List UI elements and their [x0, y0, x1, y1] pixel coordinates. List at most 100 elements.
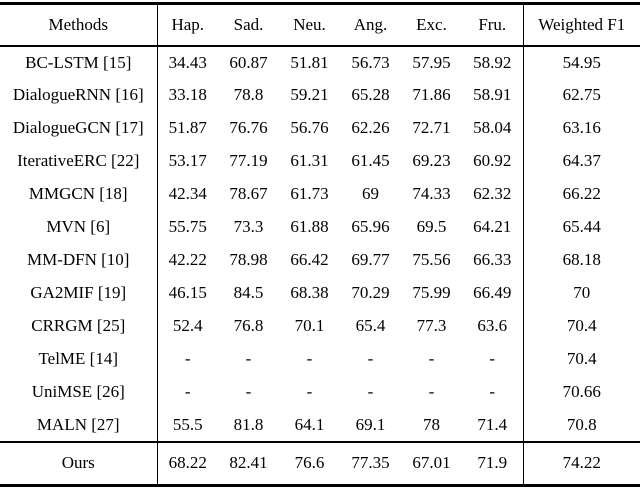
value-cell: 64.1	[294, 414, 325, 434]
ours-row: Ours 68.22 82.41 76.6 77.35 67.01 71.9 74.22	[0, 441, 640, 486]
table-row: IterativeERC [22] 53.17 77.19 61.31 61.45 69.…	[0, 144, 640, 178]
value-cell: 71.4	[462, 408, 524, 442]
value-cell: -	[184, 349, 191, 368]
method-cell: BC-LSTM [15]	[0, 45, 158, 79]
value-cell: 69.23	[412, 151, 451, 170]
value-cell: -	[462, 375, 524, 409]
value-cell: 65.4	[355, 316, 386, 335]
value-cell: 67.01	[412, 453, 451, 473]
weighted-f1-cell: 70.66	[562, 382, 601, 401]
value-cell: 71.9	[462, 441, 524, 486]
value-cell: 66.49	[462, 276, 524, 310]
value-cell: 78.8	[233, 85, 264, 104]
method-cell: MMGCN [18]	[0, 177, 158, 211]
weighted-f1-cell: 74.22	[562, 453, 601, 473]
value-cell: 82.41	[229, 453, 268, 473]
value-cell: -	[245, 349, 252, 368]
column-header-sad: Sad.	[233, 14, 264, 34]
column-header-exc: Exc.	[416, 14, 447, 34]
method-cell: DialogueGCN [17]	[0, 111, 158, 145]
method-cell: Ours	[0, 441, 158, 486]
value-cell: 61.73	[290, 184, 329, 203]
value-cell: 57.95	[412, 52, 451, 72]
table-row: GA2MIF [19] 46.15 84.5 68.38 70.29 75.99 66.49…	[0, 276, 640, 310]
value-cell: -	[367, 349, 374, 368]
method-cell: MALN [27]	[0, 408, 158, 442]
table-row: MVN [6] 55.75 73.3 61.88 65.96 69.5 64.21 65.44	[0, 210, 640, 244]
value-cell: 65.28	[351, 85, 390, 104]
column-header-ang: Ang.	[353, 14, 388, 34]
value-cell: 42.22	[168, 250, 207, 269]
column-header-fru: Fru.	[462, 3, 524, 46]
value-cell: 71.86	[412, 85, 451, 104]
weighted-f1-cell: 65.44	[562, 217, 601, 236]
value-cell: 66.42	[290, 250, 329, 269]
value-cell: 56.76	[290, 118, 329, 137]
value-cell: 53.17	[168, 151, 207, 170]
value-cell: 75.56	[412, 250, 451, 269]
value-cell: 68.22	[168, 453, 207, 473]
table-row: CRRGM [25] 52.4 76.8 70.1 65.4 77.3 63.6 70.4	[0, 309, 640, 343]
method-cell: TelME [14]	[0, 342, 158, 376]
value-cell: 62.26	[351, 118, 390, 137]
weighted-f1-cell: 70.4	[566, 316, 597, 335]
value-cell: 77.19	[229, 151, 268, 170]
method-cell: UniMSE [26]	[0, 375, 158, 409]
value-cell: -	[367, 382, 374, 401]
value-cell: 78.67	[229, 184, 268, 203]
weighted-f1-cell: 66.22	[562, 184, 601, 203]
value-cell: 76.6	[294, 453, 325, 473]
weighted-f1-cell: 63.16	[562, 118, 601, 137]
value-cell: 58.04	[462, 111, 524, 145]
method-cell: GA2MIF [19]	[0, 276, 158, 310]
value-cell: 52.4	[172, 316, 203, 335]
method-cell: MVN [6]	[0, 210, 158, 244]
column-header-neu: Neu.	[293, 14, 326, 34]
weighted-f1-cell: 54.95	[562, 52, 601, 72]
method-cell: IterativeERC [22]	[0, 144, 158, 178]
value-cell: 69	[362, 184, 379, 203]
value-cell: -	[306, 349, 313, 368]
value-cell: 64.21	[462, 210, 524, 244]
weighted-f1-cell: 70.8	[566, 414, 597, 434]
table-row: TelME [14] - - - - - - 70.4	[0, 342, 640, 376]
value-cell: -	[428, 349, 435, 368]
value-cell: 61.88	[290, 217, 329, 236]
value-cell: 69.5	[416, 217, 447, 236]
value-cell: 75.99	[412, 283, 451, 302]
value-cell: 34.43	[168, 52, 207, 72]
value-cell: 78	[423, 414, 440, 434]
value-cell: 60.87	[229, 52, 268, 72]
value-cell: 72.71	[412, 118, 451, 137]
weighted-f1-cell: 68.18	[562, 250, 601, 269]
table-row: DialogueRNN [16] 33.18 78.8 59.21 65.28 71.86…	[0, 78, 640, 112]
value-cell: 51.81	[290, 52, 329, 72]
value-cell: 68.38	[290, 283, 329, 302]
value-cell: 78.98	[229, 250, 268, 269]
value-cell: 62.32	[462, 177, 524, 211]
value-cell: 61.45	[351, 151, 390, 170]
value-cell: 59.21	[290, 85, 329, 104]
column-header-methods: Methods	[0, 3, 158, 46]
value-cell: 33.18	[168, 85, 207, 104]
table-row: BC-LSTM [15] 34.43 60.87 51.81 56.73 57.95 58.…	[0, 45, 640, 79]
value-cell: 51.87	[168, 118, 207, 137]
table-row: MALN [27] 55.5 81.8 64.1 69.1 78 71.4 70.8	[0, 408, 640, 442]
value-cell: 76.8	[233, 316, 264, 335]
value-cell: 58.92	[462, 45, 524, 79]
value-cell: 84.5	[233, 283, 264, 302]
value-cell: -	[306, 382, 313, 401]
column-header-weighted-f1: Weighted F1	[538, 14, 626, 34]
weighted-f1-cell: 64.37	[562, 151, 601, 170]
value-cell: 55.75	[168, 217, 207, 236]
method-cell: MM-DFN [10]	[0, 243, 158, 277]
table-row: MM-DFN [10] 42.22 78.98 66.42 69.77 75.56 66.3…	[0, 243, 640, 277]
value-cell: 65.96	[351, 217, 390, 236]
value-cell: -	[428, 382, 435, 401]
table-row: DialogueGCN [17] 51.87 76.76 56.76 62.26 72.7…	[0, 111, 640, 145]
method-cell: DialogueRNN [16]	[0, 78, 158, 112]
method-cell: CRRGM [25]	[0, 309, 158, 343]
column-header-hap: Hap.	[171, 14, 205, 34]
